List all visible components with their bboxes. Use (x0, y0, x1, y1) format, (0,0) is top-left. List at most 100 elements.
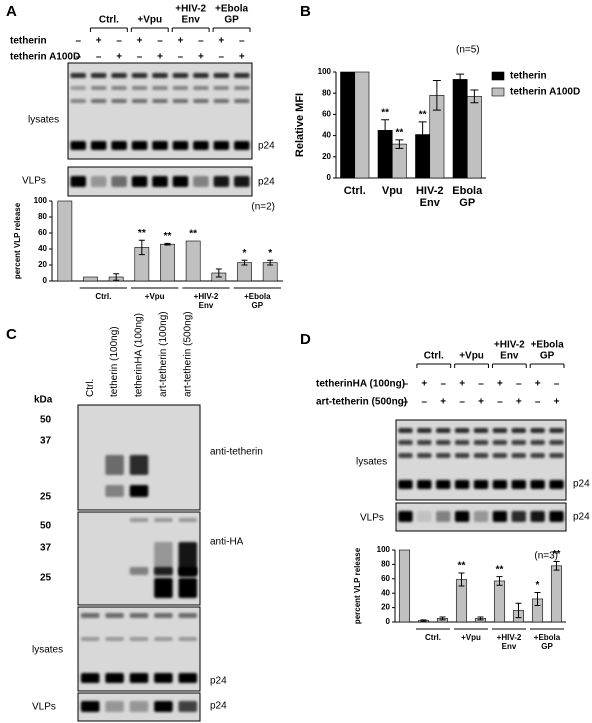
y-tick-label: 40 (322, 131, 331, 140)
group-label: Env (500, 351, 519, 362)
band (172, 86, 189, 90)
group-label: +Vpu (145, 292, 165, 301)
blot-label: p24 (573, 512, 590, 523)
band (549, 480, 564, 489)
band (80, 613, 100, 618)
band (549, 428, 564, 433)
band (172, 141, 189, 150)
band (80, 637, 100, 641)
band (417, 511, 432, 522)
x-tick-label: Env (420, 197, 441, 209)
blot-label: p24 (210, 676, 227, 687)
band (530, 428, 545, 433)
sign: – (96, 52, 102, 63)
sign: – (535, 397, 541, 408)
band (111, 141, 127, 150)
x-tick-label: HIV-2 (416, 185, 444, 197)
sign: + (137, 36, 143, 47)
y-tick-label: 60 (322, 110, 331, 119)
sign: – (516, 379, 522, 390)
error-bar (215, 268, 222, 278)
band (178, 542, 198, 577)
sign: – (219, 52, 225, 63)
band (473, 428, 489, 433)
band (511, 480, 526, 489)
error-bar (395, 139, 404, 149)
band (105, 485, 124, 497)
band (234, 73, 250, 78)
y-tick-label: 0 (327, 173, 332, 182)
sign: – (198, 36, 204, 47)
band (111, 86, 127, 90)
band (436, 440, 451, 445)
y-tick-label: 40 (381, 588, 390, 597)
error-bar (381, 119, 390, 142)
band (152, 176, 168, 187)
kda-label: kDa (34, 395, 53, 406)
group-label: +HIV-2 (194, 292, 219, 301)
band (129, 455, 149, 475)
y-tick-label: 80 (381, 560, 390, 569)
error-bar (496, 576, 503, 586)
band (492, 453, 508, 458)
error-bar (515, 602, 522, 619)
band (511, 440, 526, 445)
band (178, 518, 198, 522)
blot-label: p24 (573, 479, 590, 490)
group-label: GP (252, 301, 264, 310)
significance: * (243, 248, 247, 259)
row-label: art-tetherin (500ng) (316, 397, 407, 408)
x-tick-label: GP (459, 197, 475, 209)
sign: – (403, 397, 409, 408)
mw-marker: 37 (40, 436, 52, 447)
band (417, 440, 432, 445)
band (417, 453, 432, 458)
band (154, 578, 173, 598)
band (70, 141, 86, 150)
band (511, 453, 526, 458)
band (398, 480, 413, 489)
group-label: Env (502, 642, 517, 651)
band (131, 141, 148, 150)
band (213, 99, 230, 103)
y-tick-label: 20 (322, 152, 331, 161)
bar (550, 565, 563, 623)
row-label: tetherin A100D (10, 52, 80, 63)
error-bar (439, 616, 446, 621)
row-label: tetherin (10, 36, 47, 47)
significance: ** (496, 564, 504, 575)
band (473, 511, 489, 522)
band (105, 701, 124, 712)
error-bar (432, 79, 441, 111)
error-bar (456, 73, 465, 86)
band (131, 99, 148, 103)
sign: + (440, 397, 446, 408)
significance: * (536, 580, 540, 591)
band (152, 73, 168, 78)
band (105, 455, 124, 475)
band (193, 99, 209, 103)
lane-label: tetherin (100ng) (109, 326, 120, 397)
bar (354, 71, 370, 179)
band (454, 511, 470, 522)
error-bar (420, 619, 427, 622)
band (398, 428, 413, 433)
sign: – (75, 52, 81, 63)
bar (83, 276, 98, 282)
sign: + (96, 36, 102, 47)
band (129, 485, 149, 497)
band (90, 73, 107, 78)
band (193, 141, 209, 150)
x-tick-label: Ctrl. (344, 185, 366, 197)
error-bar (164, 242, 171, 246)
band (492, 440, 508, 445)
bar (466, 96, 482, 179)
mw-marker: 50 (40, 415, 52, 426)
band (129, 701, 149, 712)
band (234, 99, 250, 103)
blot-label: lysates (28, 115, 59, 126)
sign: + (554, 397, 560, 408)
significance: ** (458, 561, 466, 572)
blot-label: p24 (210, 701, 227, 712)
panel-letter: C (6, 326, 17, 343)
